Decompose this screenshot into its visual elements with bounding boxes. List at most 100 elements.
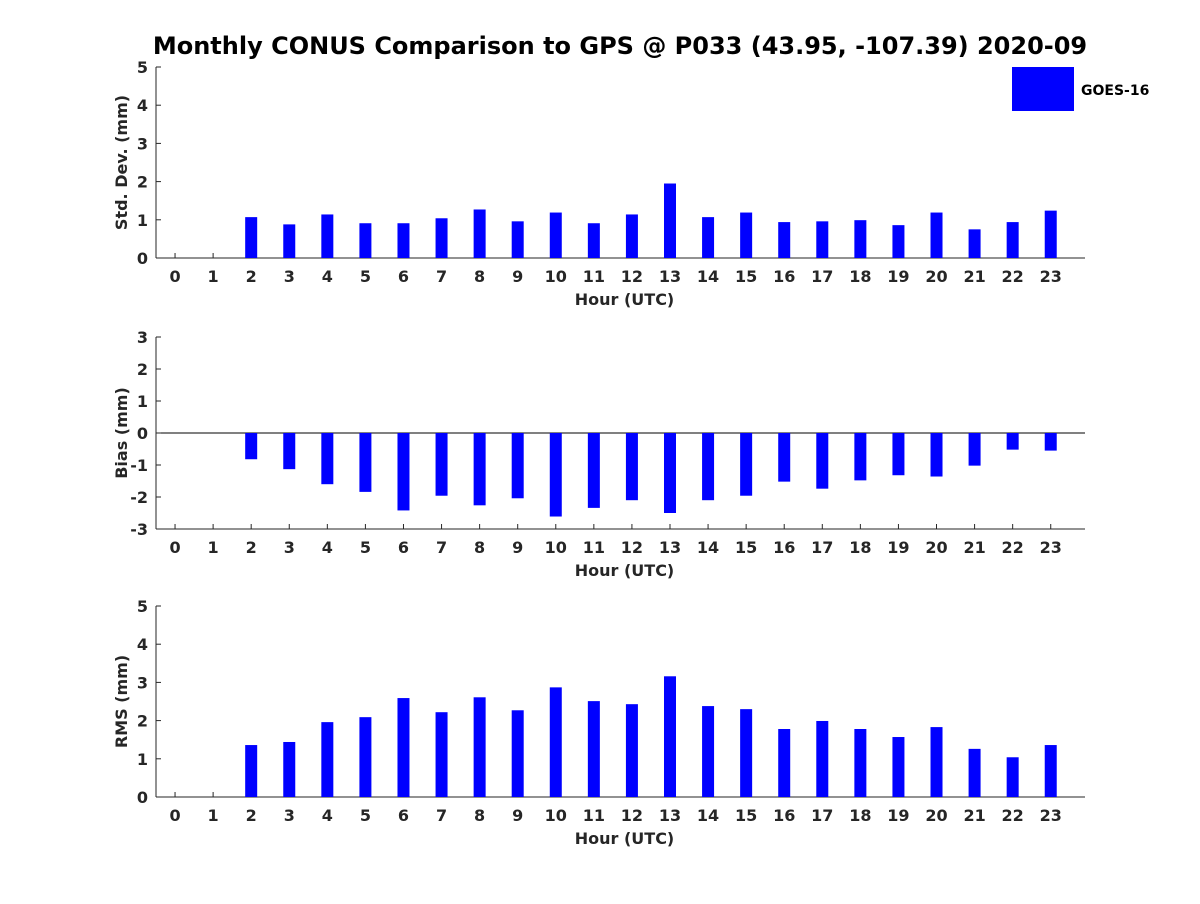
panel-1-xtick-label: 20 — [925, 267, 947, 286]
panel-1-xtick-label: 6 — [398, 267, 409, 286]
panel-3-ytick-label: 3 — [137, 673, 148, 692]
panel-1-xtick-label: 12 — [621, 267, 643, 286]
panel-2-x-axis-label: Hour (UTC) — [575, 561, 675, 580]
panel-2-xtick-label: 17 — [811, 538, 833, 557]
panel-3-bar — [435, 712, 448, 797]
panel-1-bar — [549, 212, 562, 258]
panel-1-ytick-label: 5 — [137, 58, 148, 77]
panel-2-xtick-label: 23 — [1040, 538, 1062, 557]
panel-2-bar — [778, 433, 791, 482]
panel-1-xtick-label: 5 — [360, 267, 371, 286]
panel-2-xtick-label: 3 — [284, 538, 295, 557]
panel-1-bar — [1044, 210, 1057, 258]
panel-2-bar — [511, 433, 524, 499]
panel-3-xtick-label: 12 — [621, 806, 643, 825]
panel-1-xtick-label: 11 — [583, 267, 605, 286]
panel-1-bar — [511, 221, 524, 258]
panel-1-xtick-label: 19 — [887, 267, 909, 286]
panel-3-xtick-label: 4 — [322, 806, 333, 825]
panel-1-xtick-label: 21 — [963, 267, 985, 286]
panel-3-bar — [473, 697, 486, 797]
panel-2-bar — [549, 433, 562, 517]
panel-2-xtick-label: 10 — [545, 538, 567, 557]
panel-1-bar — [968, 229, 981, 258]
panel-1-bar — [1006, 222, 1019, 258]
panel-3-bar — [321, 722, 334, 797]
panel-2-ytick-label: 2 — [137, 360, 148, 379]
panel-1-bar — [892, 225, 905, 258]
panel-3-ytick-label: 0 — [137, 788, 148, 807]
panel-3-ytick-label: 5 — [137, 597, 148, 616]
panel-2-xtick-label: 20 — [925, 538, 947, 557]
panel-1-bar — [625, 214, 638, 258]
panel-3-xtick-label: 2 — [246, 806, 257, 825]
panel-1-bar — [359, 223, 372, 258]
panel-3-bar — [1006, 757, 1019, 797]
panel-1-xtick-label: 9 — [512, 267, 523, 286]
panel-2-bar — [283, 433, 296, 470]
panel-2-bar — [816, 433, 829, 489]
panel-3-bar — [930, 727, 943, 797]
panel-2-xtick-label: 0 — [169, 538, 180, 557]
panel-3-bar — [892, 737, 905, 797]
panel-3-bar — [549, 687, 562, 797]
legend-swatch — [1012, 67, 1074, 111]
panel-3-xtick-label: 18 — [849, 806, 871, 825]
panel-3-bar — [778, 729, 791, 797]
panel-1-bar — [587, 223, 600, 258]
panel-2-bar — [1006, 433, 1019, 450]
panel-1-xtick-label: 4 — [322, 267, 333, 286]
panel-1-xtick-label: 10 — [545, 267, 567, 286]
panel-2-ytick-label: -2 — [130, 488, 148, 507]
panel-3-bar — [1044, 745, 1057, 797]
panel-3-xtick-label: 20 — [925, 806, 947, 825]
panel-1-xtick-label: 8 — [474, 267, 485, 286]
panel-2-xtick-label: 12 — [621, 538, 643, 557]
panel-3-xtick-label: 10 — [545, 806, 567, 825]
panel-3-xtick-label: 19 — [887, 806, 909, 825]
panel-2-bar — [245, 433, 258, 460]
panel-2-xtick-label: 4 — [322, 538, 333, 557]
panel-3-bar — [702, 706, 715, 797]
panel-2-bar — [892, 433, 905, 476]
panel-2-ytick-label: 0 — [137, 424, 148, 443]
panel-3-xtick-label: 5 — [360, 806, 371, 825]
panel-2-xtick-label: 1 — [208, 538, 219, 557]
panel-3-bar — [854, 729, 867, 797]
panel-2-bar — [968, 433, 981, 466]
panel-2-bar — [930, 433, 943, 477]
panel-1-xtick-label: 15 — [735, 267, 757, 286]
panel-1-bar — [321, 214, 334, 258]
panel-1-ytick-label: 4 — [137, 96, 148, 115]
panel-3-bar — [968, 748, 981, 797]
panel-2-ytick-label: 3 — [137, 328, 148, 347]
panel-1-ytick-label: 2 — [137, 173, 148, 192]
panel-2-y-axis-label: Bias (mm) — [112, 387, 131, 479]
panel-2-ytick-label: 1 — [137, 392, 148, 411]
panel-1-bar — [816, 221, 829, 258]
panel-2-bar — [1044, 433, 1057, 451]
panel-1-ytick-label: 1 — [137, 211, 148, 230]
panel-3-ytick-label: 1 — [137, 750, 148, 769]
panel-1-xtick-label: 7 — [436, 267, 447, 286]
panel-3-xtick-label: 15 — [735, 806, 757, 825]
panel-2-xtick-label: 13 — [659, 538, 681, 557]
panel-3-bar — [511, 710, 524, 797]
panel-1-bar — [473, 209, 486, 258]
panel-2-xtick-label: 18 — [849, 538, 871, 557]
panel-1-x-axis-label: Hour (UTC) — [575, 290, 675, 309]
panel-2-xtick-label: 14 — [697, 538, 719, 557]
panel-1-xtick-label: 3 — [284, 267, 295, 286]
panel-2-xtick-label: 9 — [512, 538, 523, 557]
panel-2-bar — [625, 433, 638, 501]
panel-1-bar — [245, 217, 258, 258]
panel-3-xtick-label: 16 — [773, 806, 795, 825]
panel-1-bar — [283, 224, 296, 258]
panel-2-bar — [854, 433, 867, 481]
panel-2-xtick-label: 8 — [474, 538, 485, 557]
panel-2-bar — [702, 433, 715, 501]
panel-2-xtick-label: 11 — [583, 538, 605, 557]
panel-2-bar — [587, 433, 600, 508]
panel-1-bar — [930, 212, 943, 258]
